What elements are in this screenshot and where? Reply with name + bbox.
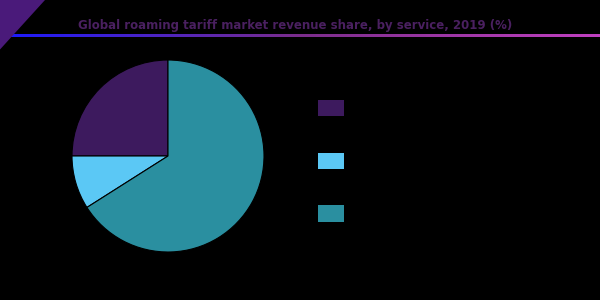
Wedge shape (72, 156, 168, 207)
Wedge shape (72, 60, 168, 156)
Bar (318, 100, 344, 116)
Bar (318, 152, 344, 169)
Polygon shape (0, 0, 45, 50)
Bar (318, 205, 344, 222)
Wedge shape (87, 60, 264, 252)
Text: Global roaming tariff market revenue share, by service, 2019 (%): Global roaming tariff market revenue sha… (78, 20, 512, 32)
